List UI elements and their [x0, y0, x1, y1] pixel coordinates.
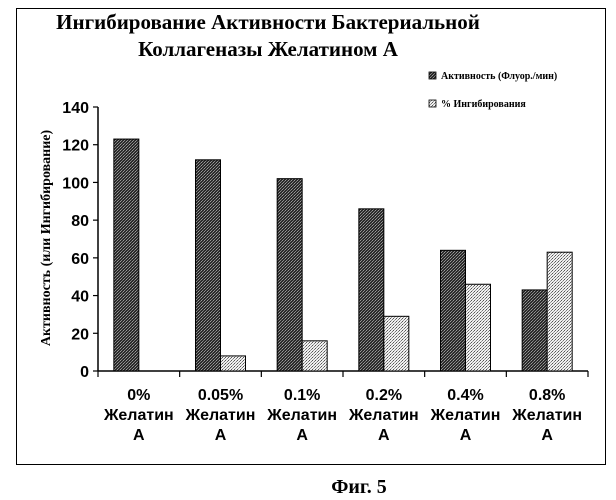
x-category-label: Желатин [266, 407, 337, 424]
y-tick-label: 0 [80, 364, 89, 381]
x-category-label: Желатин [348, 407, 419, 424]
bar-inhibition [465, 283, 491, 372]
x-category-label: Желатин [430, 407, 501, 424]
bar-activity [521, 289, 548, 372]
x-category-label: A [133, 427, 145, 444]
x-category-label: 0.05% [198, 387, 243, 404]
x-category-label: Желатин [185, 407, 256, 424]
x-category-label: A [296, 427, 308, 444]
x-category-label: A [215, 427, 227, 444]
legend-label-activity: Активность (Флуор./мин) [441, 71, 557, 82]
legend-swatch-activity [428, 71, 437, 80]
y-tick-label: 60 [71, 251, 89, 268]
plot-area: 0 20 40 60 80 100 120 140 0% Желатин A 0.05% Желатин… [62, 100, 589, 444]
chart-frame [16, 8, 606, 465]
y-tick-label: 120 [62, 138, 89, 155]
x-category-label: 0.8% [529, 387, 565, 404]
legend: Активность (Флуор./мин) % Ингибирования [428, 71, 557, 110]
x-category-label: 0.2% [366, 387, 402, 404]
x-category-label: 0.4% [447, 387, 483, 404]
bar-inhibition [301, 340, 328, 372]
figure-caption: Фиг. 5 [331, 476, 387, 498]
bar-inhibition [383, 315, 410, 372]
chart-title-line-2: Коллагеназы Желатином А [138, 37, 399, 61]
bar-activity [358, 208, 385, 372]
bar-activity [195, 159, 221, 372]
x-category-label: 0.1% [284, 387, 320, 404]
bar-activity [113, 138, 140, 372]
x-category-label: A [541, 427, 553, 444]
y-axis-label: Активность (или Ингибирование) [39, 129, 54, 346]
x-category-label: Желатин [511, 407, 582, 424]
bar-activity [276, 178, 303, 372]
x-category-label: 0% [127, 387, 150, 404]
x-category-label: A [378, 427, 390, 444]
y-tick-label: 20 [71, 326, 89, 343]
y-tick-label: 80 [71, 213, 89, 230]
y-tick-label: 100 [62, 175, 89, 192]
bar-activity [440, 249, 466, 372]
legend-swatch-inhibition [428, 99, 437, 108]
x-category-label: Желатин [103, 407, 174, 424]
bar-inhibition [220, 355, 246, 372]
y-tick-label: 140 [62, 100, 89, 117]
y-tick-label: 40 [71, 289, 89, 306]
legend-label-inhibition: % Ингибирования [441, 99, 526, 110]
x-category-label: A [460, 427, 472, 444]
chart-title-line-1: Ингибирование Активности Бактериальной [56, 10, 480, 34]
bar-inhibition [546, 251, 573, 372]
